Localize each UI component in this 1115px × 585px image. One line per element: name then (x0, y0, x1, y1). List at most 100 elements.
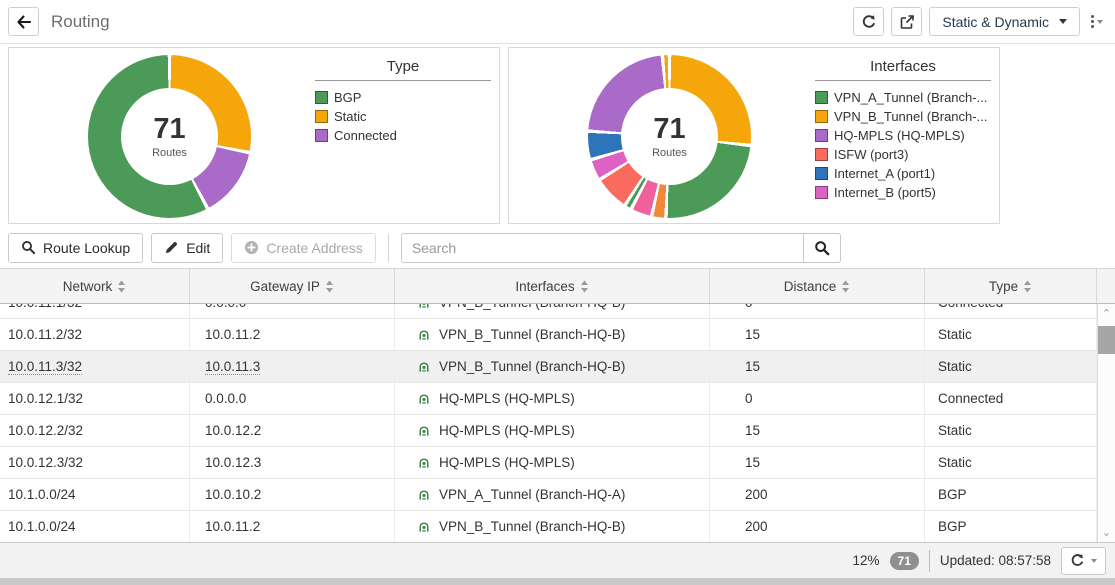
distance-cell: 0 (710, 304, 925, 318)
legend-item[interactable]: Connected (315, 128, 491, 143)
network-cell: 10.1.0.0/24 (0, 511, 190, 542)
network-cell: 10.0.12.2/32 (0, 415, 190, 446)
legend-item[interactable]: Static (315, 109, 491, 124)
gateway-ip-cell: 10.0.10.2 (190, 479, 395, 510)
table-scrollbar[interactable]: ⌃ ⌄ (1097, 304, 1115, 542)
interface-cell: VPN_A_Tunnel (Branch-HQ-A) (395, 479, 710, 510)
auto-refresh-button[interactable] (1061, 546, 1106, 575)
route-lookup-button[interactable]: Route Lookup (8, 232, 144, 263)
type-chart-legend: Type BGP Static Connected (315, 55, 491, 147)
type-cell: BGP (925, 511, 1097, 542)
scroll-percent: 12% (852, 553, 880, 568)
back-button[interactable] (8, 7, 39, 36)
column-label: Type (988, 278, 1019, 294)
table-row[interactable]: 10.0.12.2/32 10.0.12.2 HQ-MPLS (HQ-MPLS) 15… (0, 415, 1115, 447)
tunnel-interface-icon (417, 520, 431, 534)
search-input[interactable] (400, 232, 803, 263)
table-row[interactable]: 10.0.11.2/32 10.0.11.2 VPN_B_Tunnel (Branc… (0, 319, 1115, 351)
refresh-button[interactable] (853, 7, 885, 36)
table-row[interactable]: 10.1.0.0/24 10.0.11.2 VPN_B_Tunnel (Branch… (0, 511, 1115, 542)
create-address-label: Create Address (266, 239, 363, 256)
distance-cell: 200 (710, 511, 925, 542)
tunnel-interface-icon (417, 360, 431, 374)
header-stub (1097, 269, 1115, 303)
interfaces-donut-chart[interactable]: 71 Routes (588, 55, 751, 218)
top-bar: Routing Static & Dynamic (0, 0, 1115, 44)
legend-item[interactable]: VPN_B_Tunnel (Branch-... (815, 109, 991, 124)
search-submit-button[interactable] (802, 232, 841, 263)
scroll-up-icon[interactable]: ⌃ (1101, 308, 1112, 320)
legend-label: BGP (334, 90, 362, 105)
type-chart-panel: 71 Routes Type BGP Static Connected (8, 47, 500, 224)
column-header-type[interactable]: Type (925, 269, 1097, 303)
legend-label: Connected (334, 128, 397, 143)
scroll-down-icon[interactable]: ⌄ (1101, 527, 1112, 539)
column-header-interfaces[interactable]: Interfaces (395, 269, 710, 303)
sort-icon (117, 280, 126, 293)
legend-item[interactable]: ISFW (port3) (815, 147, 991, 162)
gateway-ip-cell: 10.0.12.2 (190, 415, 395, 446)
route-view-dropdown[interactable]: Static & Dynamic (929, 7, 1080, 36)
table-row[interactable]: 10.1.0.0/24 10.0.10.2 VPN_A_Tunnel (Branch… (0, 479, 1115, 511)
table-row[interactable]: 10.0.11.1/320.0.0.0VPN_B_Tunnel (Branch-… (0, 304, 1115, 319)
column-label: Distance (783, 278, 837, 294)
edit-label: Edit (186, 239, 211, 256)
toolbar-separator (387, 233, 389, 262)
refresh-icon (1070, 553, 1085, 568)
table-row[interactable]: 10.0.11.3/32 10.0.11.3 VPN_B_Tunnel (Branc… (0, 351, 1115, 383)
interface-cell: VPN_B_Tunnel (Branch-HQ-B) (395, 319, 710, 350)
sort-icon (1023, 280, 1032, 293)
table-row[interactable]: 10.0.12.3/32 10.0.12.3 HQ-MPLS (HQ-MPLS) 15… (0, 447, 1115, 479)
distance-cell: 15 (710, 447, 925, 478)
legend-item[interactable]: Internet_B (port5) (815, 185, 991, 200)
distance-cell: 15 (710, 351, 925, 382)
tunnel-interface-icon (417, 456, 431, 470)
type-cell: Static (925, 351, 1097, 382)
legend-label: Internet_A (port1) (834, 166, 936, 181)
distance-cell: 0 (710, 383, 925, 414)
network-cell: 10.0.11.1/32 (0, 304, 190, 318)
legend-swatch (815, 186, 828, 199)
gateway-ip-cell: 10.0.11.2 (190, 511, 395, 542)
edit-button[interactable]: Edit (151, 232, 224, 263)
chevron-down-icon (1059, 19, 1067, 24)
type-cell: Connected (925, 304, 1097, 318)
column-header-network[interactable]: Network (0, 269, 190, 303)
more-options-menu[interactable] (1087, 15, 1107, 28)
type-cell: Static (925, 319, 1097, 350)
interfaces-chart-legend: Interfaces VPN_A_Tunnel (Branch-... VPN_B… (815, 55, 991, 204)
page-title: Routing (51, 11, 110, 31)
scrollbar-thumb[interactable] (1098, 326, 1115, 354)
chevron-down-icon (1091, 558, 1097, 563)
column-header-distance[interactable]: Distance (710, 269, 925, 303)
type-donut-chart[interactable]: 71 Routes (88, 55, 251, 218)
interface-cell: HQ-MPLS (HQ-MPLS) (395, 415, 710, 446)
create-address-button[interactable]: Create Address (231, 232, 376, 263)
charts-section: 71 Routes Type BGP Static Connected 71 Rou… (0, 45, 1115, 227)
column-header-gateway-ip[interactable]: Gateway IP (190, 269, 395, 303)
network-cell: 10.0.12.1/32 (0, 383, 190, 414)
legend-item[interactable]: Internet_A (port1) (815, 166, 991, 181)
legend-item[interactable]: BGP (315, 90, 491, 105)
legend-swatch (815, 129, 828, 142)
legend-item[interactable]: VPN_A_Tunnel (Branch-... (815, 90, 991, 105)
interface-cell: HQ-MPLS (HQ-MPLS) (395, 447, 710, 478)
open-in-new-window-button[interactable] (891, 7, 923, 36)
legend-label: VPN_B_Tunnel (Branch-... (834, 109, 988, 124)
interfaces-chart-total: 71 (653, 112, 686, 145)
legend-label: HQ-MPLS (HQ-MPLS) (834, 128, 965, 143)
window-edge (0, 578, 1115, 585)
legend-label: ISFW (port3) (834, 147, 909, 162)
table-row[interactable]: 10.0.12.1/32 0.0.0.0 HQ-MPLS (HQ-MPLS) 0 Con… (0, 383, 1115, 415)
status-bar: 12% 71 Updated: 08:57:58 (0, 542, 1115, 578)
search-icon (21, 240, 36, 255)
legend-item[interactable]: HQ-MPLS (HQ-MPLS) (815, 128, 991, 143)
legend-swatch (315, 129, 328, 142)
network-cell: 10.0.11.3/32 (0, 351, 190, 382)
legend-swatch (815, 110, 828, 123)
gateway-ip-cell: 10.0.11.2 (190, 319, 395, 350)
distance-cell: 200 (710, 479, 925, 510)
gateway-ip-cell: 0.0.0.0 (190, 304, 395, 318)
network-cell: 10.0.12.3/32 (0, 447, 190, 478)
network-cell: 10.1.0.0/24 (0, 479, 190, 510)
